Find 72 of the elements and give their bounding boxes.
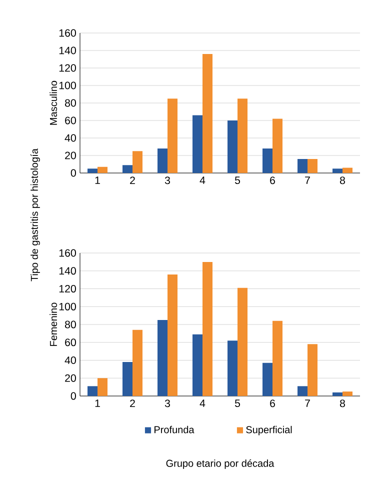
y-tick-label: 100	[59, 82, 76, 90]
y-tick-label: 80	[64, 99, 76, 107]
y-axis-title: Femenino	[50, 302, 58, 346]
y-tick-label: 40	[64, 356, 76, 364]
y-tick-label: 160	[59, 249, 76, 257]
x-tick-label: 6	[270, 400, 275, 408]
bar	[88, 386, 98, 396]
bar	[298, 158, 308, 173]
y-tick-label: 120	[59, 64, 76, 72]
bar	[262, 148, 272, 173]
bar	[228, 340, 238, 396]
x-tick-label: 1	[95, 400, 100, 407]
bar	[168, 98, 178, 173]
bar	[342, 392, 352, 396]
bar	[272, 320, 282, 396]
x-tick-label: 2	[130, 400, 135, 408]
y-tick-label: 60	[65, 116, 76, 124]
y-tick-label: 160	[59, 29, 76, 37]
legend-label: Profunda	[154, 426, 194, 434]
bar	[238, 288, 248, 396]
x-tick-label: 2	[130, 176, 135, 184]
bar	[98, 378, 108, 396]
y-tick-label: 100	[59, 302, 76, 310]
bar	[122, 362, 132, 396]
bar	[298, 386, 308, 396]
bar	[228, 120, 238, 173]
y-tick-label: 20	[65, 374, 76, 382]
x-tick-label: 5	[234, 400, 240, 408]
y-tick-label: 80	[64, 320, 76, 328]
bar	[132, 151, 142, 173]
x-tick-label: 3	[164, 176, 170, 184]
legend-label: Superficial	[246, 426, 292, 436]
y-tick-label: 120	[59, 284, 76, 293]
bar	[202, 54, 212, 173]
bar	[88, 168, 98, 173]
bar	[168, 274, 178, 396]
y-tick-label: 40	[64, 134, 76, 142]
x-tick-label: 3	[164, 400, 170, 408]
bar	[262, 362, 272, 396]
bar	[332, 392, 342, 396]
bar	[122, 165, 132, 173]
bar	[238, 98, 248, 173]
bar	[192, 334, 202, 396]
bar	[132, 330, 142, 396]
y-tick-label: 0	[70, 392, 76, 400]
bar	[308, 158, 318, 173]
x-axis-title: Grupo etario por década	[166, 459, 274, 469]
y-axis-title: Masculino	[50, 80, 58, 125]
x-tick-label: 4	[200, 400, 206, 407]
x-tick-label: 8	[340, 400, 345, 408]
y-tick-label: 140	[59, 46, 76, 54]
x-tick-label: 8	[340, 176, 345, 184]
y-tick-label: 20	[65, 152, 76, 160]
x-tick-label: 1	[95, 176, 100, 184]
bar	[98, 166, 108, 173]
text: Tipo de gastritis por histología	[30, 148, 40, 282]
x-tick-label: 6	[270, 176, 275, 184]
bar	[332, 168, 342, 173]
x-tick-label: 7	[305, 400, 310, 407]
bar	[308, 344, 318, 396]
y-tick-label: 140	[59, 267, 76, 275]
x-tick-label: 5	[234, 176, 240, 184]
bar	[158, 148, 168, 173]
bar	[202, 262, 212, 396]
x-tick-label: 4	[200, 176, 206, 184]
y-tick-label: 60	[65, 338, 76, 346]
bar	[192, 115, 202, 173]
bar	[272, 118, 282, 173]
x-tick-label: 7	[305, 176, 310, 184]
y-tick-label: 0	[70, 169, 76, 177]
bar	[158, 320, 168, 396]
bar	[342, 168, 352, 173]
